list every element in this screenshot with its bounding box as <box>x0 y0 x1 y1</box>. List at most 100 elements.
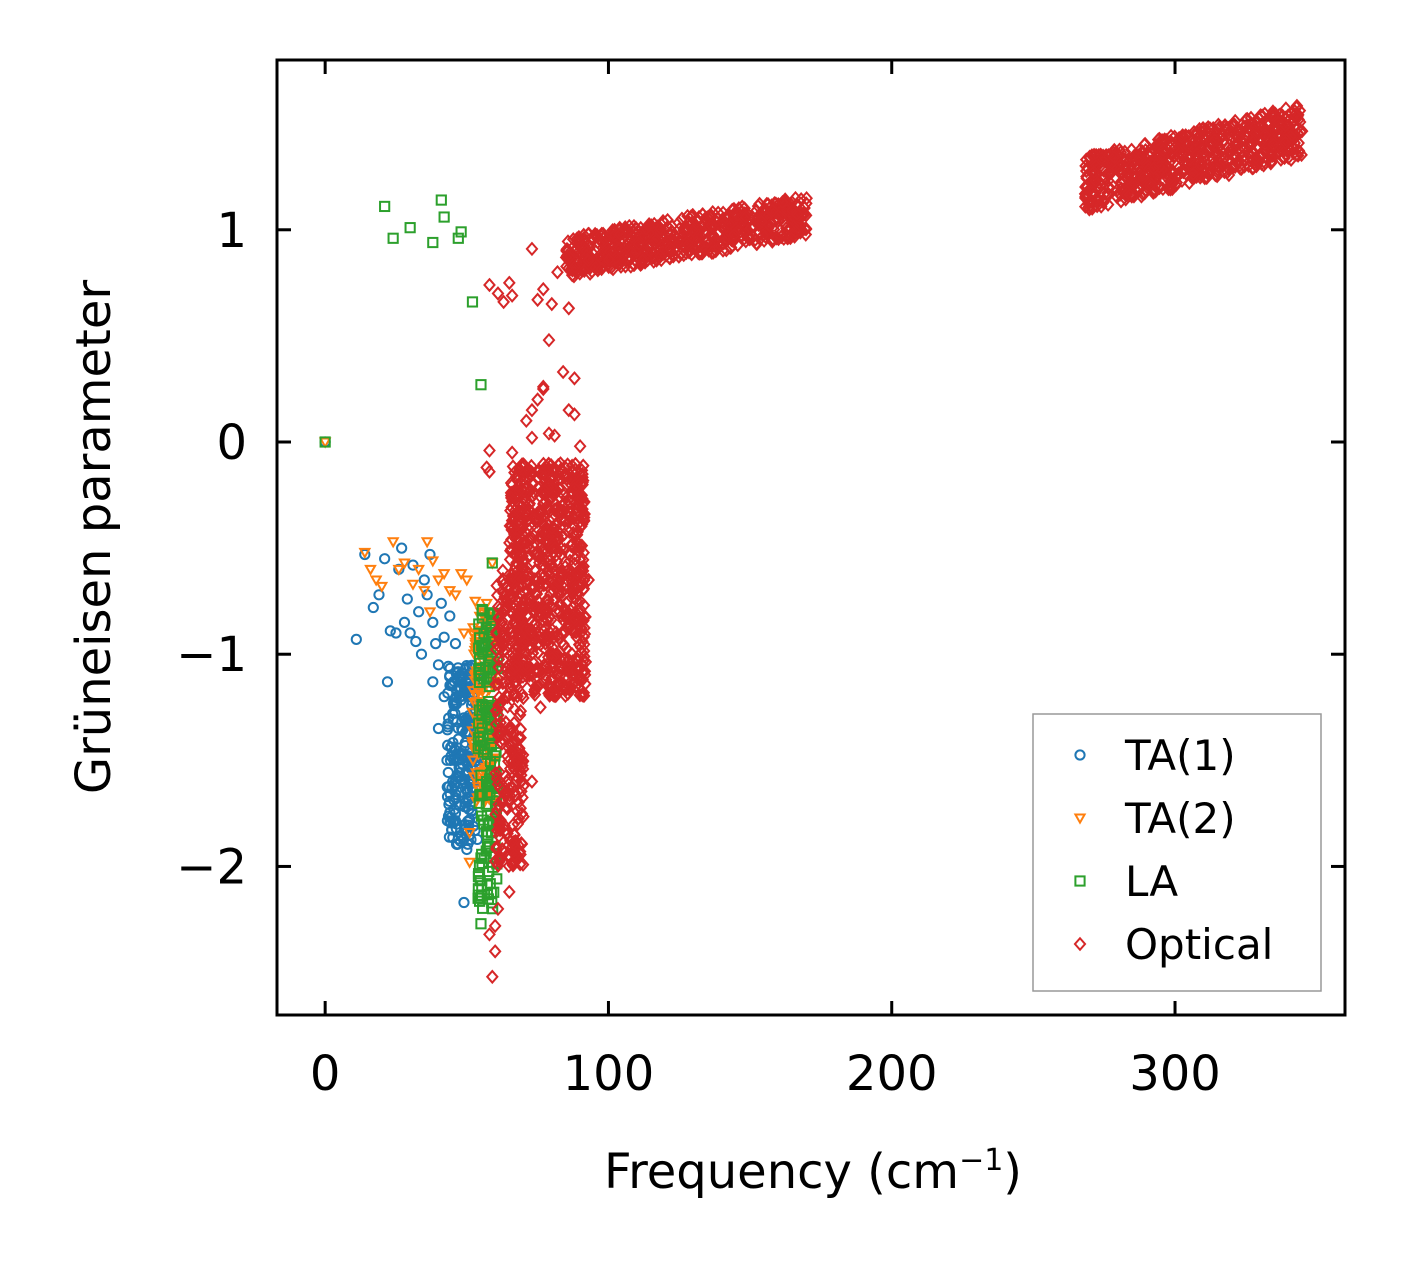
data-point <box>502 275 516 291</box>
data-point <box>456 722 468 735</box>
data-point <box>1112 186 1126 201</box>
data-point <box>534 700 547 715</box>
data-point <box>455 226 467 238</box>
legend-item: TA(1) <box>1074 731 1236 780</box>
data-point <box>1156 149 1170 165</box>
data-point <box>589 244 603 259</box>
data-point <box>452 666 464 678</box>
series-Optical <box>480 98 1309 985</box>
data-point <box>509 592 523 607</box>
data-point <box>569 476 583 492</box>
data-point <box>505 780 519 796</box>
data-point <box>596 235 610 250</box>
data-point <box>1198 170 1212 186</box>
data-point <box>516 571 530 586</box>
legend-item: Optical <box>1073 920 1273 969</box>
data-point <box>727 227 741 243</box>
data-point <box>538 628 552 643</box>
data-point <box>568 407 581 422</box>
data-point <box>1113 165 1127 180</box>
data-point <box>1221 164 1234 180</box>
data-point <box>642 219 656 235</box>
data-point <box>1083 150 1097 166</box>
data-point <box>525 641 539 656</box>
data-point <box>692 209 706 225</box>
data-point <box>1294 124 1307 140</box>
data-point <box>563 506 577 521</box>
data-point <box>410 635 422 648</box>
data-point <box>435 597 447 609</box>
data-point <box>1079 179 1092 195</box>
data-point <box>551 523 564 538</box>
data-point <box>577 227 591 243</box>
data-point <box>554 658 568 673</box>
data-point <box>474 892 486 904</box>
data-point <box>477 902 489 914</box>
data-point <box>528 671 542 686</box>
data-point <box>505 288 519 303</box>
data-point <box>568 259 582 274</box>
data-point <box>492 660 506 675</box>
data-point <box>537 470 550 485</box>
data-point <box>568 506 582 521</box>
data-point <box>471 782 485 794</box>
data-point <box>369 575 383 587</box>
data-point <box>575 560 589 575</box>
data-point <box>350 633 362 645</box>
data-point <box>467 630 481 642</box>
data-point <box>738 217 751 233</box>
data-point <box>557 608 571 624</box>
data-point <box>514 703 528 719</box>
data-point <box>420 537 434 549</box>
data-point <box>460 575 474 587</box>
data-point <box>466 755 480 767</box>
data-point <box>505 445 519 460</box>
data-point <box>1194 156 1207 172</box>
data-point <box>606 261 620 277</box>
data-point <box>482 829 494 841</box>
data-point <box>562 301 576 316</box>
data-point <box>577 609 591 624</box>
data-point <box>543 658 557 673</box>
data-point <box>760 210 774 225</box>
data-point <box>1102 167 1116 183</box>
data-point <box>525 402 539 418</box>
data-point <box>1078 199 1092 214</box>
data-point <box>715 236 729 251</box>
data-point <box>527 655 540 671</box>
data-point <box>398 558 411 570</box>
data-point <box>1237 148 1251 164</box>
data-point <box>700 231 714 247</box>
data-point <box>566 536 579 552</box>
data-point <box>473 618 485 630</box>
data-point <box>417 586 431 598</box>
data-point <box>491 707 505 723</box>
data-point <box>536 281 550 297</box>
data-point <box>1212 117 1225 132</box>
data-point <box>531 292 545 308</box>
data-point <box>636 253 649 268</box>
data-point <box>562 546 576 562</box>
data-point <box>1175 164 1189 180</box>
data-point <box>386 537 400 549</box>
data-point <box>686 223 700 239</box>
data-point <box>1156 142 1170 158</box>
data-point <box>475 918 487 930</box>
data-point <box>499 586 513 601</box>
legend: TA(1) TA(2) LA Optical <box>1032 713 1322 992</box>
data-point <box>1189 126 1203 142</box>
data-point <box>1249 150 1263 165</box>
data-point <box>463 857 476 869</box>
data-point <box>449 638 462 650</box>
x-axis-label: Frequency (cm−1) <box>604 1143 1022 1200</box>
data-point <box>503 666 517 681</box>
data-point <box>1138 185 1152 201</box>
data-point <box>577 581 591 596</box>
data-point <box>755 214 769 229</box>
data-point <box>492 797 506 812</box>
data-point <box>466 686 480 698</box>
x-tick-label: 0 <box>310 1046 341 1102</box>
data-point <box>1107 150 1121 165</box>
data-point <box>642 238 655 253</box>
data-point <box>1219 121 1233 137</box>
